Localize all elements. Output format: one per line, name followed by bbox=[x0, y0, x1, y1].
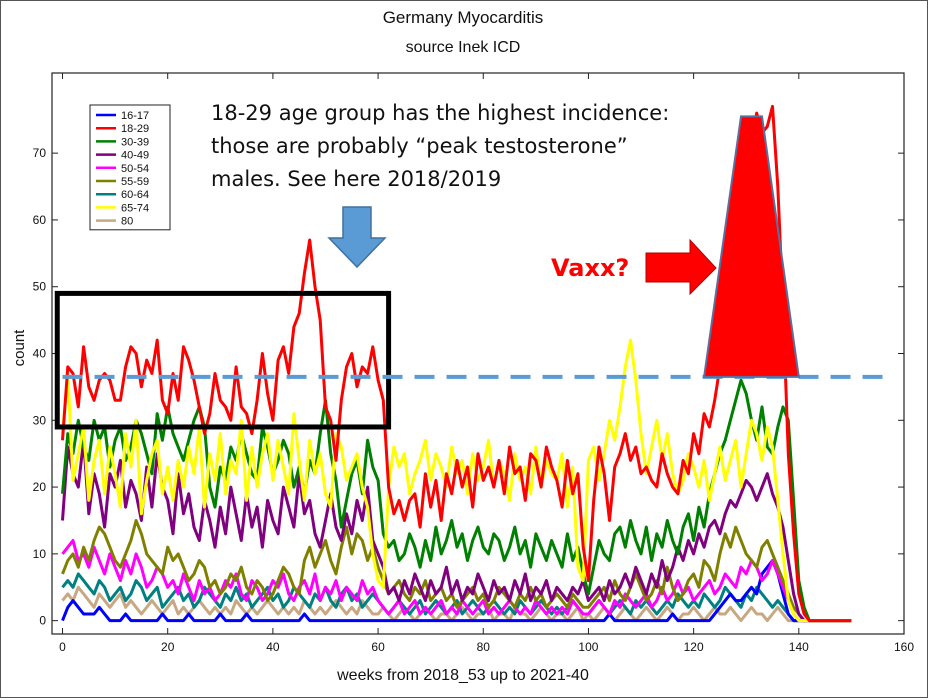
annotation-line-1: 18-29 age group has the highest incidenc… bbox=[211, 101, 669, 125]
legend-label: 18-29 bbox=[121, 123, 149, 135]
x-tick-label: 160 bbox=[894, 640, 914, 654]
legend-label: 80 bbox=[121, 216, 133, 228]
x-tick-label: 100 bbox=[578, 640, 598, 654]
x-axis-label: weeks from 2018_53 up to 2021-40 bbox=[336, 667, 589, 684]
series-lines bbox=[61, 104, 852, 623]
legend-label: 30-39 bbox=[121, 136, 149, 148]
annotation-line-3: males. See here 2018/2019 bbox=[211, 167, 501, 191]
series-line-55-59 bbox=[61, 519, 852, 623]
legend-label: 40-49 bbox=[121, 150, 149, 162]
series-line-60-64 bbox=[61, 572, 852, 623]
series-line-50-54 bbox=[61, 539, 852, 623]
peak-highlight-shape bbox=[702, 115, 800, 378]
y-tick-label: 0 bbox=[39, 614, 46, 628]
x-tick-label: 80 bbox=[477, 640, 491, 654]
y-axis-label: count bbox=[11, 329, 28, 367]
chart-title: Germany Myocarditis bbox=[383, 8, 544, 27]
x-tick-label: 0 bbox=[59, 640, 66, 654]
annotation-line-2: those are probably “peak testosterone” bbox=[211, 134, 628, 158]
y-tick-label: 70 bbox=[33, 146, 47, 160]
x-tick-label: 20 bbox=[161, 640, 175, 654]
y-tick-label: 20 bbox=[33, 480, 47, 494]
legend-label: 65-74 bbox=[121, 202, 149, 214]
legend-label: 60-64 bbox=[121, 189, 149, 201]
legend-label: 16-17 bbox=[121, 110, 149, 122]
series-line-16-17 bbox=[61, 559, 852, 623]
x-tick-label: 140 bbox=[789, 640, 809, 654]
legend-label: 55-59 bbox=[121, 176, 149, 188]
annotation-text: 18-29 age group has the highest incidenc… bbox=[211, 101, 669, 191]
chart-subtitle: source Inek ICD bbox=[406, 39, 521, 56]
vaxx-label: Vaxx? bbox=[551, 254, 629, 282]
down-arrow-icon bbox=[327, 206, 387, 269]
x-tick-label: 40 bbox=[266, 640, 280, 654]
series-line-65-74 bbox=[61, 338, 852, 623]
y-axis: 0 10 20 30 40 50 60 70 bbox=[33, 146, 904, 628]
y-tick-label: 50 bbox=[33, 280, 47, 294]
y-tick-label: 30 bbox=[33, 413, 47, 427]
y-tick-label: 10 bbox=[33, 547, 47, 561]
x-tick-label: 120 bbox=[684, 640, 704, 654]
series-line-40-49 bbox=[61, 438, 852, 623]
y-tick-label: 40 bbox=[33, 347, 47, 361]
legend-label: 50-54 bbox=[121, 163, 149, 175]
right-arrow-icon bbox=[645, 238, 717, 296]
x-axis: 0 20 40 60 80 100 120 140 160 bbox=[59, 73, 914, 654]
x-tick-label: 60 bbox=[371, 640, 385, 654]
highlight-box bbox=[54, 290, 392, 430]
y-tick-label: 60 bbox=[33, 213, 47, 227]
